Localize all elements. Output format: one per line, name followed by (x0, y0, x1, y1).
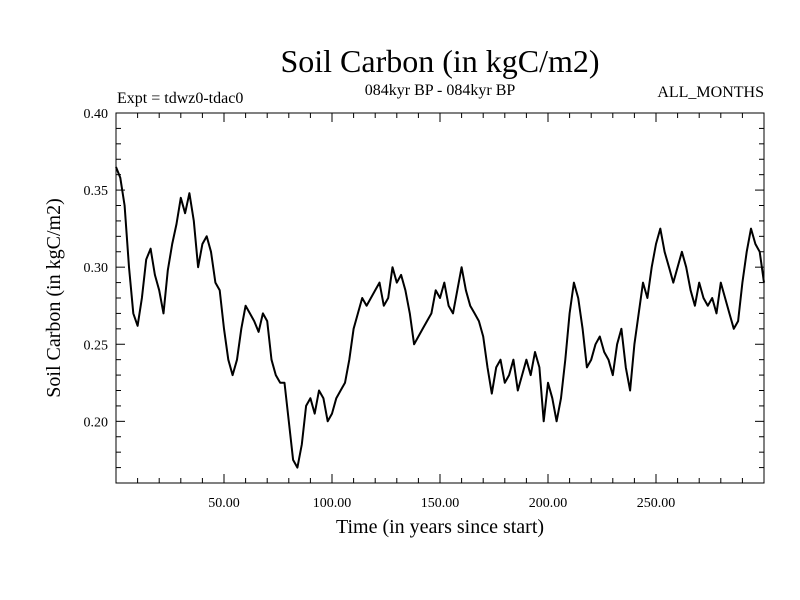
x-tick-label: 200.00 (529, 496, 568, 511)
experiment-label: Expt = tdwz0-tdac0 (117, 90, 243, 107)
soil-carbon-line (115, 166, 765, 469)
x-tick-label: 150.00 (421, 496, 460, 511)
y-axis-label: Soil Carbon (in kgC/m2) (43, 198, 65, 397)
y-tick-label: 0.40 (84, 107, 109, 122)
chart-title: Soil Carbon (in kgC/m2) (280, 43, 599, 79)
y-tick-label: 0.20 (84, 415, 109, 430)
x-tick-label: 100.00 (313, 496, 352, 511)
y-tick-label: 0.30 (84, 261, 109, 276)
y-tick-label: 0.35 (84, 184, 109, 199)
x-tick-label: 50.00 (208, 496, 240, 511)
period-label: 084kyr BP - 084kyr BP (365, 82, 516, 99)
months-label: ALL_MONTHS (657, 84, 764, 101)
x-axis-label: Time (in years since start) (336, 516, 544, 538)
tick-labels: 50.00 100.00 150.00 200.00 250.00 0.20 0.25 0.3… (84, 107, 676, 511)
y-tick-label: 0.25 (84, 338, 109, 353)
axis-ticks (116, 113, 764, 483)
x-tick-label: 250.00 (637, 496, 676, 511)
